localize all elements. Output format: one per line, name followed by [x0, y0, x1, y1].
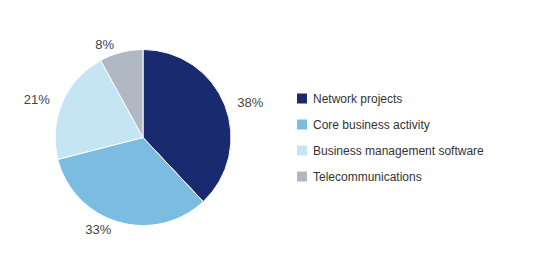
- svg-text:Network projects: Network projects: [313, 92, 402, 106]
- svg-text:Core business activity: Core business activity: [313, 118, 430, 132]
- svg-text:21%: 21%: [24, 92, 50, 107]
- svg-text:Telecommunications: Telecommunications: [313, 170, 422, 184]
- svg-text:8%: 8%: [95, 37, 114, 52]
- svg-text:Business management software: Business management software: [313, 144, 484, 158]
- svg-text:38%: 38%: [237, 95, 263, 110]
- svg-text:33%: 33%: [85, 222, 111, 237]
